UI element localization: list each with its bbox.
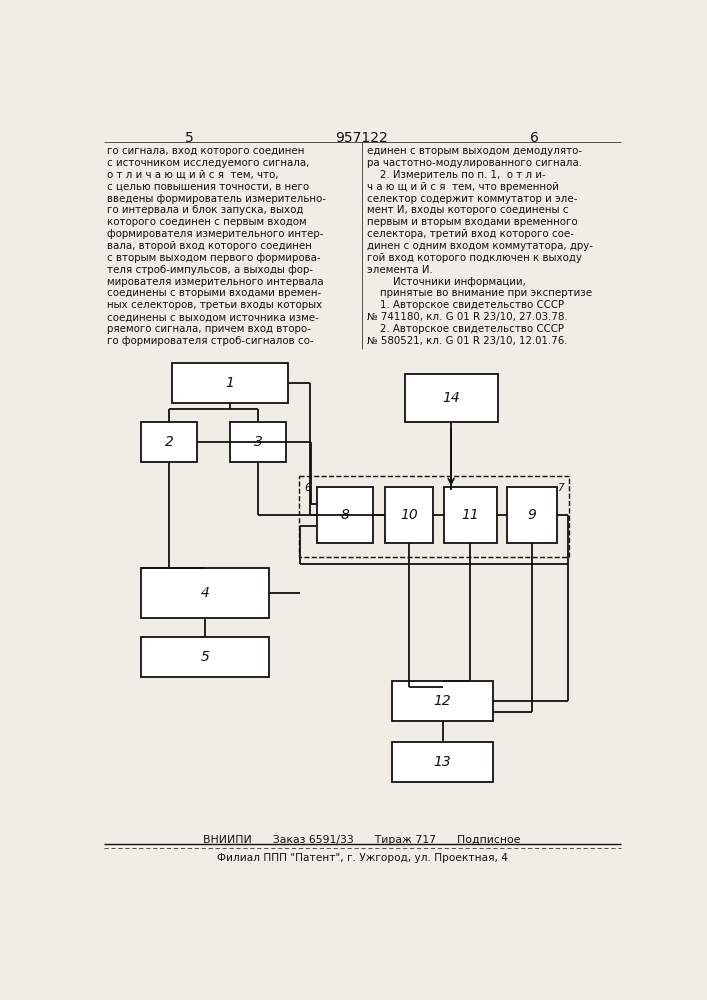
Text: вала, второй вход которого соединен: вала, второй вход которого соединен (107, 241, 312, 251)
Text: о т л и ч а ю щ и й с я  тем, что,: о т л и ч а ю щ и й с я тем, что, (107, 170, 279, 180)
Text: мирователя измерительного интервала: мирователя измерительного интервала (107, 277, 324, 287)
Text: Филиал ППП "Патент", г. Ужгород, ул. Проектная, 4: Филиал ППП "Патент", г. Ужгород, ул. Про… (216, 853, 508, 863)
Bar (172, 363, 288, 403)
Text: с целью повышения точности, в него: с целью повышения точности, в него (107, 182, 309, 192)
Text: 1. Авторское свидетельство СССР: 1. Авторское свидетельство СССР (368, 300, 564, 310)
Text: принятые во внимание при экспертизе: принятые во внимание при экспертизе (368, 288, 592, 298)
Bar (141, 568, 269, 618)
Text: 2. Авторское свидетельство СССР: 2. Авторское свидетельство СССР (368, 324, 564, 334)
Text: го сигнала, вход которого соединен: го сигнала, вход которого соединен (107, 146, 304, 156)
Text: 8: 8 (341, 508, 349, 522)
Text: соединены с выходом источника изме-: соединены с выходом источника изме- (107, 312, 319, 322)
Text: 14: 14 (442, 391, 460, 405)
Text: с вторым выходом первого формирова-: с вторым выходом первого формирова- (107, 253, 320, 263)
Text: динен с одним входом коммутатора, дру-: динен с одним входом коммутатора, дру- (368, 241, 593, 251)
Bar (507, 487, 557, 543)
Text: единен с вторым выходом демодулято-: единен с вторым выходом демодулято- (368, 146, 583, 156)
Text: № 741180, кл. G 01 R 23/10, 27.03.78.: № 741180, кл. G 01 R 23/10, 27.03.78. (368, 312, 568, 322)
Text: 3: 3 (254, 435, 262, 449)
Text: которого соединен с первым входом: которого соединен с первым входом (107, 217, 307, 227)
Text: го формирователя строб-сигналов со-: го формирователя строб-сигналов со- (107, 336, 314, 346)
Text: теля строб-импульсов, а выходы фор-: теля строб-импульсов, а выходы фор- (107, 265, 313, 275)
Text: 2: 2 (165, 435, 173, 449)
Text: 11: 11 (462, 508, 479, 522)
Bar (392, 742, 493, 782)
Text: соединены с вторыми входами времен-: соединены с вторыми входами времен- (107, 288, 321, 298)
Text: мент И, входы которого соединены с: мент И, входы которого соединены с (368, 205, 569, 215)
Bar (299, 476, 569, 557)
Text: с источником исследуемого сигнала,: с источником исследуемого сигнала, (107, 158, 310, 168)
Bar (404, 374, 498, 422)
Text: 12: 12 (433, 694, 452, 708)
Text: 9: 9 (527, 508, 537, 522)
Text: введены формирователь измерительно-: введены формирователь измерительно- (107, 194, 326, 204)
Text: селектора, третий вход которого сое-: селектора, третий вход которого сое- (368, 229, 574, 239)
Text: 2. Измеритель по п. 1,  о т л и-: 2. Измеритель по п. 1, о т л и- (368, 170, 546, 180)
Text: Источники информации,: Источники информации, (368, 277, 526, 287)
Bar (141, 422, 197, 462)
Text: 4: 4 (201, 586, 209, 600)
Text: элемента И.: элемента И. (368, 265, 433, 275)
Bar (317, 487, 373, 543)
Text: 6: 6 (305, 483, 311, 493)
Bar (385, 487, 433, 543)
Bar (444, 487, 497, 543)
Text: ра частотно-модулированного сигнала.: ра частотно-модулированного сигнала. (368, 158, 583, 168)
Bar (230, 422, 286, 462)
Text: 957122: 957122 (336, 131, 388, 145)
Text: селектор содержит коммутатор и эле-: селектор содержит коммутатор и эле- (368, 194, 578, 204)
Text: 1: 1 (226, 376, 235, 390)
Text: ряемого сигнала, причем вход второ-: ряемого сигнала, причем вход второ- (107, 324, 311, 334)
Text: 5: 5 (185, 131, 194, 145)
Text: го интервала и блок запуска, выход: го интервала и блок запуска, выход (107, 205, 303, 215)
Text: ВНИИПИ      Заказ 6591/33      Тираж 717      Подписное: ВНИИПИ Заказ 6591/33 Тираж 717 Подписное (203, 835, 520, 845)
Text: первым и вторым входами временного: первым и вторым входами временного (368, 217, 578, 227)
Bar (392, 681, 493, 721)
Bar (141, 637, 269, 677)
Text: гой вход которого подключен к выходу: гой вход которого подключен к выходу (368, 253, 583, 263)
Text: ч а ю щ и й с я  тем, что временной: ч а ю щ и й с я тем, что временной (368, 182, 559, 192)
Text: 13: 13 (433, 755, 452, 769)
Text: ных селекторов, третьи входы которых: ных селекторов, третьи входы которых (107, 300, 322, 310)
Text: 5: 5 (201, 650, 209, 664)
Text: формирователя измерительного интер-: формирователя измерительного интер- (107, 229, 324, 239)
Text: 7: 7 (557, 483, 563, 493)
Text: 10: 10 (400, 508, 418, 522)
Text: 6: 6 (530, 131, 539, 145)
Text: № 580521, кл. G 01 R 23/10, 12.01.76.: № 580521, кл. G 01 R 23/10, 12.01.76. (368, 336, 568, 346)
